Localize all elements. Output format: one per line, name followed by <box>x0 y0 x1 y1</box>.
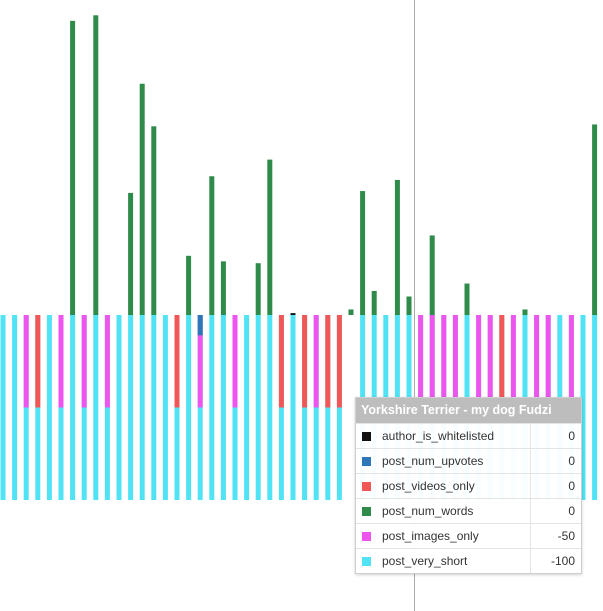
tooltip-row-value: -50 <box>530 523 581 549</box>
post-num-words-swatch <box>362 507 371 517</box>
post-very-short-bar[interactable] <box>255 315 261 500</box>
post-num-words-bar[interactable] <box>139 83 145 315</box>
post-num-words-bar[interactable] <box>255 263 261 315</box>
post-num-words-bar[interactable] <box>464 283 470 315</box>
author-is-whitelisted-swatch <box>362 432 371 442</box>
post-very-short-bar[interactable] <box>209 315 215 500</box>
post-num-words-bar[interactable] <box>348 309 354 315</box>
post-images-only-bar[interactable] <box>232 315 238 408</box>
tooltip-row-label: post_videos_only <box>382 473 531 499</box>
post-very-short-bar[interactable] <box>267 315 273 500</box>
post-images-only-bar[interactable] <box>476 315 482 408</box>
tooltip-row-label: post_num_words <box>382 498 531 524</box>
tooltip-row-value: 0 <box>530 498 581 524</box>
post-num-words-bar[interactable] <box>93 15 99 316</box>
tooltip-row: post_videos_only 0 <box>356 473 581 499</box>
post-videos-only-bar[interactable] <box>302 315 308 408</box>
post-very-short-bar[interactable] <box>93 315 99 500</box>
post-images-only-bar[interactable] <box>534 315 540 408</box>
post-num-upvotes-bar[interactable] <box>197 315 203 336</box>
post-num-words-bar[interactable] <box>128 192 134 315</box>
post-num-words-bar[interactable] <box>406 296 412 316</box>
tooltip-row-value: 0 <box>530 473 581 499</box>
post-images-only-bar[interactable] <box>568 315 574 408</box>
tooltip-row: post_images_only -50 <box>356 523 581 549</box>
tooltip-row-value: 0 <box>530 423 581 449</box>
tooltip-row-label: post_num_upvotes <box>382 448 531 474</box>
post-very-short-bar[interactable] <box>46 315 52 500</box>
author-is-whitelisted-bar[interactable] <box>290 313 296 315</box>
post-num-words-bar[interactable] <box>592 124 598 315</box>
post-images-only-bar[interactable] <box>23 315 29 408</box>
tooltip-row: post_num_words 0 <box>356 498 581 524</box>
post-very-short-bar[interactable] <box>186 315 192 500</box>
post-videos-only-bar[interactable] <box>35 315 41 408</box>
post-num-words-bar[interactable] <box>371 290 377 315</box>
post-videos-only-bar[interactable] <box>278 315 284 408</box>
post-num-words-bar[interactable] <box>186 255 192 315</box>
post-very-short-bar[interactable] <box>220 315 226 500</box>
tooltip-row-value: -100 <box>530 548 581 573</box>
post-very-short-bar[interactable] <box>128 315 134 500</box>
post-very-short-bar[interactable] <box>0 315 6 500</box>
post-videos-only-bar[interactable] <box>174 315 180 408</box>
post-very-short-bar[interactable] <box>290 315 296 500</box>
post-images-only-bar[interactable] <box>545 315 551 408</box>
post-num-words-bar[interactable] <box>522 309 528 315</box>
tooltip-row-label: author_is_whitelisted <box>382 423 531 449</box>
post-num-words-bar[interactable] <box>151 126 157 315</box>
post-num-words-bar[interactable] <box>267 159 273 315</box>
post-videos-only-bar[interactable] <box>325 315 331 408</box>
post-very-short-swatch <box>362 557 371 567</box>
post-very-short-bar[interactable] <box>70 315 76 500</box>
hover-tooltip: Yorkshire Terrier - my dog Fudzi author_… <box>355 397 582 574</box>
post-images-only-bar[interactable] <box>452 315 458 408</box>
post-images-only-swatch <box>362 532 371 542</box>
post-images-only-bar[interactable] <box>429 315 435 408</box>
tooltip-row: post_very_short -100 <box>356 548 581 573</box>
tooltip-row: post_num_upvotes 0 <box>356 448 581 474</box>
post-images-only-bar[interactable] <box>81 315 87 408</box>
post-very-short-bar[interactable] <box>580 315 586 500</box>
tooltip-title: Yorkshire Terrier - my dog Fudzi <box>356 398 581 423</box>
post-very-short-bar[interactable] <box>116 315 122 500</box>
post-very-short-bar[interactable] <box>151 315 157 500</box>
post-num-words-bar[interactable] <box>220 261 226 315</box>
post-num-words-bar[interactable] <box>394 179 400 315</box>
post-images-only-bar[interactable] <box>313 315 319 408</box>
tooltip-row-value: 0 <box>530 448 581 474</box>
tooltip-row-label: post_very_short <box>382 548 531 573</box>
post-very-short-bar[interactable] <box>592 315 598 500</box>
post-images-only-bar[interactable] <box>441 315 447 408</box>
post-videos-only-bar[interactable] <box>336 315 342 408</box>
post-num-upvotes-swatch <box>362 457 371 467</box>
post-num-words-bar[interactable] <box>429 235 435 315</box>
post-images-only-bar[interactable] <box>58 315 64 408</box>
post-images-only-bar[interactable] <box>487 315 493 408</box>
post-very-short-bar[interactable] <box>244 315 250 500</box>
post-very-short-bar[interactable] <box>162 315 168 500</box>
post-images-only-bar[interactable] <box>197 315 203 408</box>
post-videos-only-bar[interactable] <box>499 315 505 408</box>
tooltip-row-label: post_images_only <box>382 523 531 549</box>
tooltip-row: author_is_whitelisted 0 <box>356 423 581 449</box>
post-num-words-bar[interactable] <box>209 176 215 315</box>
post-images-only-bar[interactable] <box>418 315 424 408</box>
tooltip-table: author_is_whitelisted 0 post_num_upvotes… <box>356 423 581 573</box>
post-videos-only-swatch <box>362 482 371 492</box>
post-very-short-bar[interactable] <box>12 315 18 500</box>
post-images-only-bar[interactable] <box>104 315 110 408</box>
post-images-only-bar[interactable] <box>510 315 516 408</box>
post-num-words-bar[interactable] <box>70 20 76 315</box>
post-very-short-bar[interactable] <box>139 315 145 500</box>
post-num-words-bar[interactable] <box>360 191 366 315</box>
